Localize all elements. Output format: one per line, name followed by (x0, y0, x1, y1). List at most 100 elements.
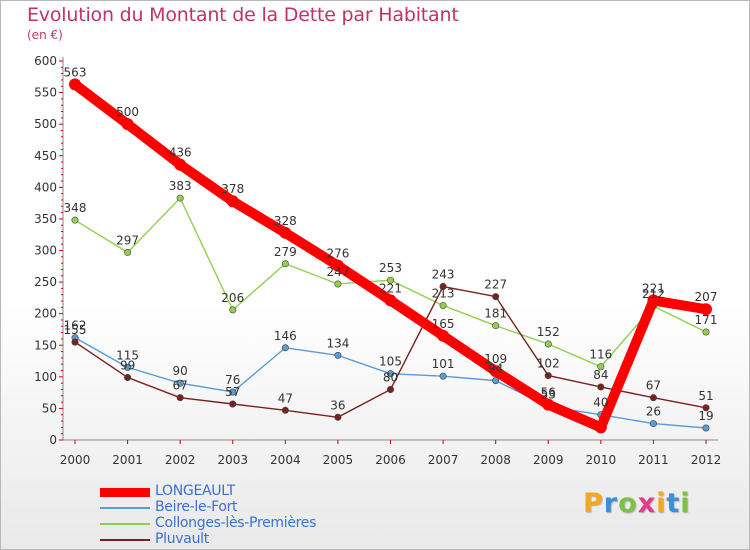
data-point (700, 303, 712, 316)
logo-letter: P (583, 488, 604, 519)
data-point (281, 406, 289, 414)
data-label: 247 (326, 265, 349, 279)
x-tick-label: 2003 (217, 453, 248, 467)
data-label: 165 (432, 317, 455, 331)
y-tick-label: 250 (34, 275, 57, 289)
x-tick-label: 2000 (60, 453, 91, 467)
data-label: 181 (484, 307, 507, 321)
data-label: 90 (173, 364, 188, 378)
y-tick-label: 550 (34, 86, 57, 100)
proxiti-logo: Proxiti (583, 488, 691, 519)
series-layer (69, 78, 712, 434)
y-tick-label: 400 (34, 180, 57, 194)
y-tick-label: 450 (34, 149, 57, 163)
data-point (69, 78, 81, 91)
data-point (334, 413, 342, 421)
data-label: 500 (116, 105, 139, 119)
logo-letter: o (618, 488, 638, 519)
x-tick-label: 2011 (638, 453, 669, 467)
data-point (702, 328, 710, 336)
data-point (597, 383, 605, 391)
data-point (489, 365, 502, 378)
logo-letter: r (603, 488, 619, 519)
y-tick-label: 500 (34, 117, 57, 131)
data-point (597, 363, 605, 371)
data-label: 47 (278, 391, 293, 405)
data-point (331, 259, 344, 272)
data-label: 102 (537, 357, 560, 371)
data-label: 221 (379, 281, 402, 295)
x-tick-label: 2001 (112, 453, 143, 467)
data-label: 227 (484, 278, 507, 292)
y-tick-label: 0 (49, 433, 57, 447)
data-label: 94 (488, 362, 503, 376)
legend-label: Beire-le-Fort (155, 499, 238, 515)
data-point (334, 280, 342, 288)
data-label: 53 (541, 388, 556, 402)
data-point (174, 158, 187, 171)
data-point (594, 421, 607, 434)
data-label: 109 (484, 352, 507, 366)
data-label: 56 (541, 386, 556, 400)
legend-label: LONGEAULT (155, 483, 236, 499)
axes: 0 50 100 150 200 250 300 350 400 450 500 550 600 2000… (34, 54, 721, 467)
legend-swatch (100, 507, 150, 509)
data-point (229, 306, 237, 314)
y-tick-label: 600 (34, 54, 57, 68)
data-point (492, 377, 500, 385)
data-point (124, 373, 132, 381)
data-point (492, 293, 500, 301)
x-tick-label: 2008 (480, 453, 511, 467)
data-label: 152 (537, 325, 560, 339)
legend-swatch (100, 487, 150, 497)
legend-swatch (100, 539, 150, 541)
data-point (279, 226, 292, 239)
data-point (176, 194, 184, 202)
logo-letter: i (680, 488, 691, 519)
x-tick-label: 2002 (165, 453, 196, 467)
data-point (384, 294, 397, 307)
data-point (226, 195, 239, 208)
data-point (71, 338, 79, 346)
data-label: 57 (225, 385, 240, 399)
logo-letter: t (666, 488, 681, 519)
data-label: 155 (64, 323, 87, 337)
data-label: 80 (383, 370, 398, 384)
data-label: 207 (695, 290, 718, 304)
data-label: 76 (225, 373, 240, 387)
legend-label: Collonges-lès-Premières (155, 515, 317, 531)
data-label: 67 (646, 379, 661, 393)
data-point (647, 294, 660, 307)
data-label: 116 (589, 348, 612, 362)
data-point (542, 398, 555, 411)
data-label: 213 (432, 286, 455, 300)
data-point (439, 372, 447, 380)
y-tick-label: 200 (34, 307, 57, 321)
data-label: 328 (274, 214, 297, 228)
logo-letter: x (637, 488, 657, 519)
data-point (121, 118, 134, 131)
data-point (176, 394, 184, 402)
x-tick-label: 2009 (533, 453, 564, 467)
y-tick-label: 350 (34, 212, 57, 226)
data-point (649, 420, 657, 428)
data-point (649, 394, 657, 402)
data-label: 146 (274, 329, 297, 343)
data-label: 378 (221, 182, 244, 196)
data-label: 348 (64, 201, 87, 215)
data-label: 101 (432, 357, 455, 371)
labels-layer: 563 500 436 378 328 276 221 165 109 56 221 207 162 11… (64, 65, 718, 423)
y-tick-label: 300 (34, 244, 57, 258)
data-label: 253 (379, 261, 402, 275)
data-label: 40 (593, 396, 608, 410)
chart-title: Evolution du Montant de la Dette par Hab… (27, 4, 459, 26)
data-label: 436 (169, 146, 192, 160)
data-label: 212 (642, 287, 665, 301)
data-point (229, 388, 237, 396)
data-point (439, 301, 447, 309)
logo-letter: i (656, 488, 667, 519)
data-label: 99 (120, 358, 135, 372)
data-point (439, 283, 447, 291)
data-point (334, 351, 342, 359)
data-point (229, 400, 237, 408)
